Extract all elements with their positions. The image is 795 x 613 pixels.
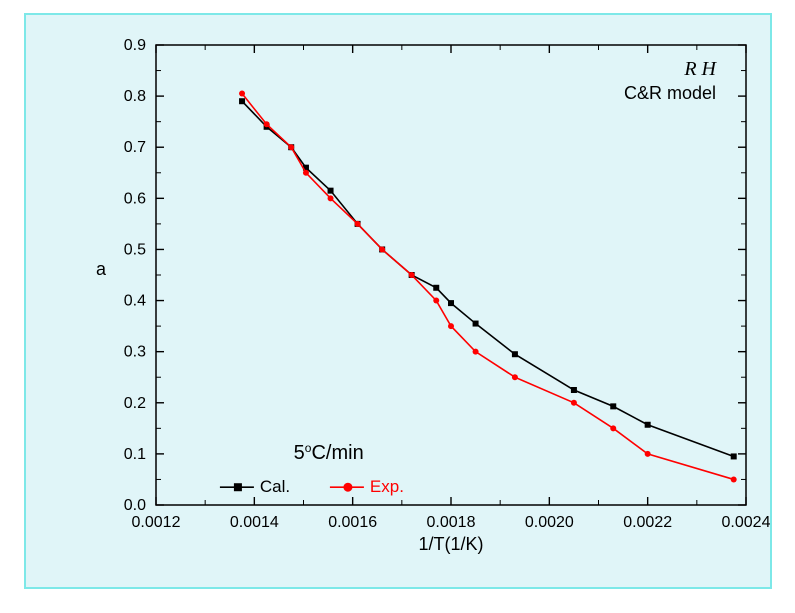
marker-square — [473, 321, 479, 327]
legend-label: Cal. — [260, 477, 290, 496]
y-tick-label: 0.4 — [124, 293, 146, 310]
series-line-Cal. — [242, 101, 734, 456]
marker-square — [433, 285, 439, 291]
legend-marker-circle — [343, 483, 352, 492]
marker-circle — [473, 349, 479, 355]
marker-circle — [409, 272, 415, 278]
plot-box — [156, 45, 746, 505]
marker-circle — [433, 298, 439, 304]
marker-square — [448, 300, 454, 306]
marker-circle — [288, 144, 294, 150]
marker-square — [731, 453, 737, 459]
legend-marker-square — [234, 483, 242, 491]
marker-circle — [379, 246, 385, 252]
marker-square — [512, 351, 518, 357]
y-axis-label: a — [96, 259, 107, 279]
x-tick-label: 0.0016 — [328, 514, 377, 531]
marker-circle — [239, 91, 245, 97]
y-tick-label: 0.7 — [124, 139, 146, 156]
marker-square — [571, 387, 577, 393]
chart-container: 0.00120.00140.00160.00180.00200.00220.00… — [0, 0, 795, 613]
x-tick-label: 0.0022 — [623, 514, 672, 531]
y-tick-label: 0.5 — [124, 241, 146, 258]
y-tick-label: 0.8 — [124, 88, 146, 105]
marker-circle — [512, 374, 518, 380]
annotation-rh: R H — [683, 58, 717, 80]
y-tick-label: 0.0 — [124, 497, 146, 514]
marker-circle — [610, 425, 616, 431]
x-tick-label: 0.0018 — [427, 514, 476, 531]
x-axis-label: 1/T(1/K) — [418, 534, 483, 554]
marker-circle — [731, 476, 737, 482]
annotation-rate: 5oC/min — [294, 441, 364, 464]
marker-circle — [328, 195, 334, 201]
marker-circle — [355, 221, 361, 227]
marker-circle — [448, 323, 454, 329]
x-tick-label: 0.0014 — [230, 514, 279, 531]
chart-frame: 0.00120.00140.00160.00180.00200.00220.00… — [24, 13, 772, 589]
marker-square — [645, 422, 651, 428]
series-line-Exp. — [242, 94, 734, 480]
marker-square — [610, 403, 616, 409]
x-tick-label: 0.0012 — [132, 514, 181, 531]
annotation-model: C&R model — [624, 83, 716, 103]
marker-circle — [645, 451, 651, 457]
y-tick-label: 0.2 — [124, 395, 146, 412]
x-tick-label: 0.0024 — [722, 514, 770, 531]
chart-svg: 0.00120.00140.00160.00180.00200.00220.00… — [26, 15, 770, 587]
marker-circle — [264, 121, 270, 127]
y-tick-label: 0.1 — [124, 446, 146, 463]
y-tick-label: 0.3 — [124, 344, 146, 361]
marker-circle — [571, 400, 577, 406]
marker-square — [239, 98, 245, 104]
legend-label: Exp. — [370, 477, 404, 496]
y-tick-label: 0.6 — [124, 190, 146, 207]
marker-circle — [303, 170, 309, 176]
x-tick-label: 0.0020 — [525, 514, 574, 531]
marker-square — [328, 188, 334, 194]
y-tick-label: 0.9 — [124, 37, 146, 54]
